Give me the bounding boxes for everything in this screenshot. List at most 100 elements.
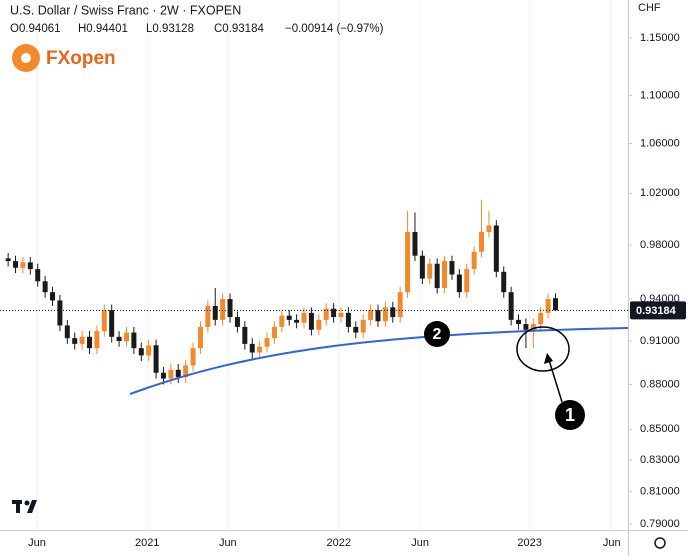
candle-body — [220, 299, 226, 320]
highlight-circle — [516, 326, 570, 372]
candle-body — [464, 269, 470, 293]
candle-body — [264, 338, 270, 347]
candle-body — [486, 225, 492, 232]
candle-body — [190, 348, 196, 366]
candle-body — [382, 307, 388, 322]
candle-body — [449, 261, 455, 275]
candle-body — [442, 261, 448, 289]
candle-body — [5, 258, 11, 262]
candle-body — [197, 326, 203, 349]
y-tick-label: 0.88000 — [640, 378, 680, 390]
candle-body — [434, 263, 440, 289]
candle-body — [116, 336, 122, 342]
candle-body — [175, 369, 181, 378]
candle-body — [138, 348, 144, 356]
candle-body — [242, 326, 248, 344]
candle-body — [27, 262, 33, 270]
candle-body — [397, 292, 403, 318]
y-tick-label: 0.81000 — [640, 486, 680, 498]
candle-body — [412, 231, 418, 256]
y-tick-label: 0.98000 — [640, 239, 680, 251]
candle-body — [456, 274, 462, 293]
candle-body — [57, 300, 63, 326]
candle-body — [153, 345, 159, 373]
candle-body — [72, 338, 78, 344]
ohlc-low: L0.93128 — [146, 23, 194, 35]
candle-body — [50, 292, 56, 301]
annotation-badge — [424, 321, 450, 347]
candle-body — [13, 261, 19, 268]
candle-body — [538, 312, 544, 325]
candle-body — [109, 310, 115, 337]
candle-body — [427, 263, 433, 279]
candle-body — [323, 308, 329, 320]
candle-body — [79, 336, 85, 344]
candle-body — [35, 269, 41, 282]
candle-body — [331, 308, 337, 318]
x-tick-label: 2023 — [517, 537, 541, 549]
annotation-label: 1 — [565, 405, 575, 425]
settings-icon[interactable] — [654, 537, 666, 549]
last-price-box — [630, 301, 686, 320]
candle-body — [508, 292, 514, 320]
x-tick-label: Jun — [28, 537, 46, 549]
candle-body — [493, 225, 499, 272]
candle-body — [360, 319, 366, 333]
logo-text: FXopen — [46, 48, 116, 69]
candle-body — [42, 281, 48, 293]
candle-body — [479, 231, 485, 252]
candle-body — [257, 346, 263, 353]
candle-body — [294, 319, 300, 323]
x-tick-label: 2022 — [327, 537, 351, 549]
tv-logo — [12, 500, 37, 513]
candle-body — [471, 251, 477, 270]
last-price-label: 0.93184 — [636, 305, 677, 317]
candle-body — [375, 310, 381, 322]
candle-body — [545, 299, 551, 313]
candle-body — [87, 336, 93, 349]
candle-body — [530, 324, 536, 330]
y-tick-label: 0.85000 — [640, 423, 680, 435]
candle-body — [345, 312, 351, 327]
annotation-badge — [555, 400, 585, 430]
chart-title: U.S. Dollar / Swiss Franc · 2W · FXOPEN — [10, 3, 241, 17]
y-tick-label: 1.10000 — [640, 89, 680, 101]
y-tick-label: 1.02000 — [640, 187, 680, 199]
candle-body — [279, 315, 285, 327]
candle-body — [338, 312, 344, 318]
candle-body — [516, 319, 522, 325]
candle-body — [168, 369, 174, 379]
y-tick-label: 1.15000 — [640, 32, 680, 44]
candle-body — [234, 317, 240, 327]
candle-body — [308, 312, 314, 330]
candle-body — [249, 343, 255, 353]
y-tick-label: 1.06000 — [640, 137, 680, 149]
candle-body — [271, 326, 277, 339]
candle-body — [94, 331, 100, 349]
annotation-label: 2 — [433, 326, 442, 343]
candle-body — [553, 298, 559, 311]
y-tick-label: 0.79000 — [640, 518, 680, 530]
candle-body — [205, 305, 211, 327]
ohlc-close: C0.93184 — [214, 23, 264, 35]
candle-body — [368, 310, 374, 320]
x-tick-label: Jun — [219, 537, 237, 549]
x-tick-label: Jun — [603, 537, 621, 549]
y-tick-label: 0.83000 — [640, 454, 680, 466]
tv-logo-part — [27, 500, 37, 513]
ohlc-high: H0.94401 — [78, 23, 128, 35]
candle-body — [123, 332, 129, 342]
candle-body — [523, 324, 529, 330]
candle-body — [183, 365, 189, 378]
candle-body — [316, 319, 322, 330]
grid — [36, 0, 613, 530]
candle-body — [501, 271, 507, 293]
candle-body — [101, 310, 107, 332]
currency-label: CHF — [638, 2, 661, 14]
candle-body — [64, 325, 70, 339]
candle-body — [131, 332, 137, 349]
candle-body — [419, 255, 425, 279]
candles — [5, 199, 559, 385]
candle-body — [212, 305, 218, 320]
